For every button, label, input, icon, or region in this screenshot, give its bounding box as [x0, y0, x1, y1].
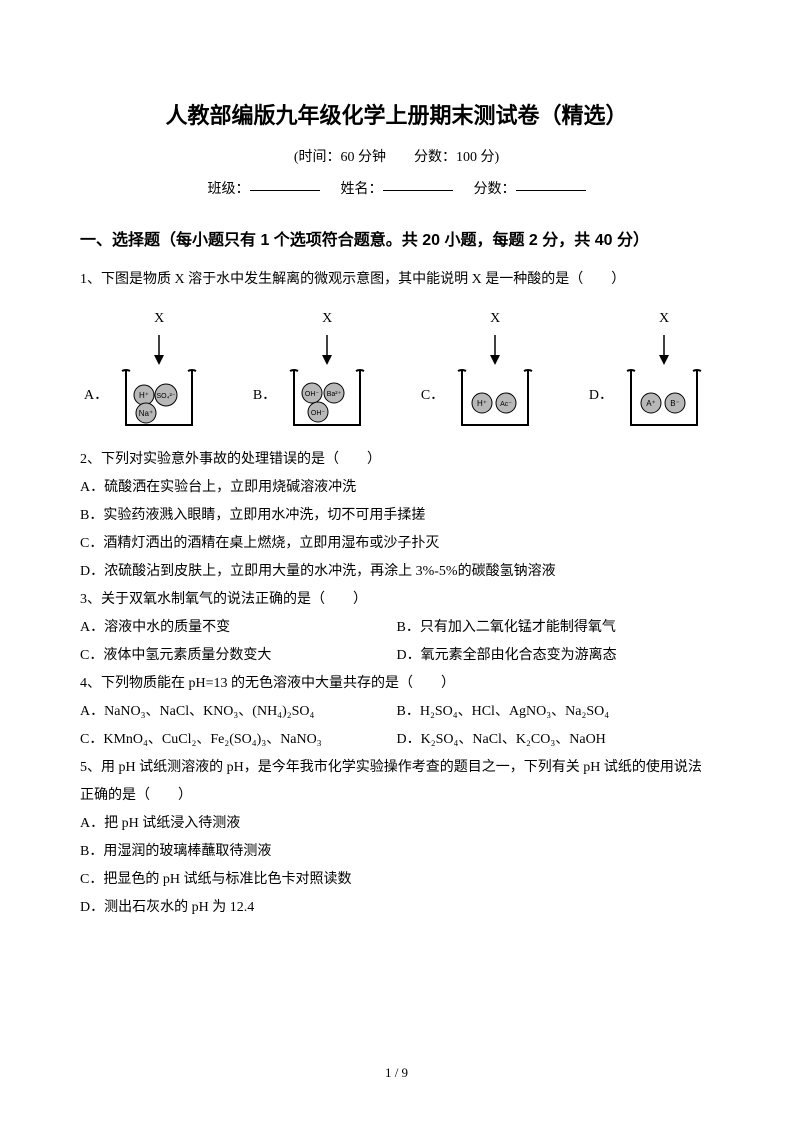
q3-d: D．氧元素全部由化合态变为游离态: [397, 642, 714, 670]
q2-b: B．实验药液溅入眼睛，立即用水冲洗，切不可用手揉搓: [80, 502, 713, 530]
section-header-1: 一、选择题（每小题只有 1 个选项符合题意。共 20 小题，每题 2 分，共 4…: [80, 222, 713, 260]
beaker-icon: H⁺ SO₄²⁻ Na⁺: [114, 335, 204, 430]
q5-a: A．把 pH 试纸浸入待测液: [80, 810, 713, 838]
beaker-icon: A⁺ B⁻: [619, 335, 709, 430]
q1-label-b: B．: [253, 383, 276, 430]
page-title: 人教部编版九年级化学上册期末测试卷（精选）: [80, 95, 713, 137]
q1-label-a: A．: [84, 383, 108, 430]
beaker-icon: OH⁻ Ba²⁺ OH⁻: [282, 335, 372, 430]
svg-text:Na⁺: Na⁺: [139, 409, 153, 418]
q3-c: C．液体中氢元素质量分数变大: [80, 642, 397, 670]
svg-text:SO₄²⁻: SO₄²⁻: [157, 393, 176, 400]
beaker-icon: H⁺ Ac⁻: [450, 335, 540, 430]
q3-a: A．溶液中水的质量不变: [80, 614, 397, 642]
q5-c: C．把显色的 pH 试纸与标准比色卡对照读数: [80, 866, 713, 894]
score-label: 分数：: [474, 182, 516, 197]
name-label: 姓名：: [341, 182, 383, 197]
q4-c: C．KMnO₄、CuCl₂、Fe₂(SO₄)₃、NaNO₃: [80, 726, 397, 754]
svg-text:OH⁻: OH⁻: [311, 410, 326, 417]
q1-option-b: B． X OH⁻ Ba²⁺ OH⁻: [253, 306, 372, 430]
page-number: 1 / 9: [0, 1061, 793, 1086]
q1-label-d: D．: [589, 383, 613, 430]
q5-stem: 5、用 pH 试纸测溶液的 pH，是今年我市化学实验操作考查的题目之一，下列有关…: [80, 754, 713, 810]
q4-a: A．NaNO₃、NaCl、KNO₃、(NH₄)₂SO₄: [80, 698, 397, 726]
q1-x-b: X: [322, 306, 332, 333]
info-line: 班级： 姓名： 分数：: [80, 177, 713, 204]
score-blank: [516, 177, 586, 191]
q1-x-c: X: [490, 306, 500, 333]
q3-b: B．只有加入二氧化锰才能制得氧气: [397, 614, 714, 642]
svg-text:H⁺: H⁺: [139, 391, 149, 400]
svg-text:A⁺: A⁺: [646, 399, 656, 408]
q4-d: D．K₂SO₄、NaCl、K₂CO₃、NaOH: [397, 726, 714, 754]
svg-text:B⁻: B⁻: [670, 399, 680, 408]
q1-x-a: X: [154, 306, 164, 333]
q1-option-c: C． X H⁺ Ac⁻: [421, 306, 540, 430]
q1-stem: 1、下图是物质 X 溶于水中发生解离的微观示意图，其中能说明 X 是一种酸的是（…: [80, 266, 713, 294]
class-blank: [250, 177, 320, 191]
name-blank: [383, 177, 453, 191]
q1-label-c: C．: [421, 383, 444, 430]
subtitle: (时间：60 分钟 分数：100 分): [80, 145, 713, 172]
q4-stem: 4、下列物质能在 pH=13 的无色溶液中大量共存的是（ ）: [80, 670, 713, 698]
svg-text:Ba²⁺: Ba²⁺: [327, 391, 342, 398]
q4-b: B．H₂SO₄、HCl、AgNO₃、Na₂SO₄: [397, 698, 714, 726]
svg-text:H⁺: H⁺: [477, 399, 487, 408]
q5-b: B．用湿润的玻璃棒蘸取待测液: [80, 838, 713, 866]
q2-stem: 2、下列对实验意外事故的处理错误的是（ ）: [80, 446, 713, 474]
q2-a: A．硫酸洒在实验台上，立即用烧碱溶液冲洗: [80, 474, 713, 502]
q5-d: D．测出石灰水的 pH 为 12.4: [80, 894, 713, 922]
svg-text:Ac⁻: Ac⁻: [500, 401, 512, 408]
q1-option-a: A． X H⁺ SO₄²⁻ Na⁺: [84, 306, 204, 430]
q2-d: D．浓硫酸沾到皮肤上，立即用大量的水冲洗，再涂上 3%-5%的碳酸氢钠溶液: [80, 558, 713, 586]
class-label: 班级：: [208, 182, 250, 197]
q1-diagrams: A． X H⁺ SO₄²⁻ Na⁺ B． X: [80, 306, 713, 430]
q1-option-d: D． X A⁺ B⁻: [589, 306, 709, 430]
svg-text:OH⁻: OH⁻: [305, 391, 320, 398]
q3-stem: 3、关于双氧水制氧气的说法正确的是（ ）: [80, 586, 713, 614]
q2-c: C．酒精灯洒出的酒精在桌上燃烧，立即用湿布或沙子扑灭: [80, 530, 713, 558]
q1-x-d: X: [659, 306, 669, 333]
